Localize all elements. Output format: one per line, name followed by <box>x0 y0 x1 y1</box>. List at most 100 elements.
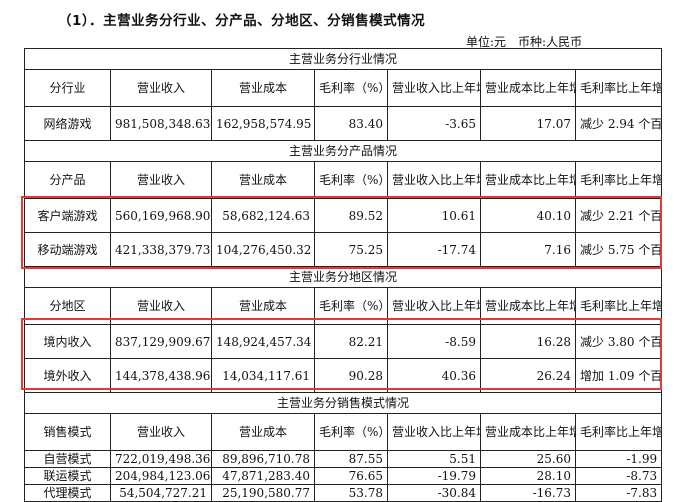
cell-cost: 162,958,574.95 <box>211 106 315 141</box>
table-row: 境内收入 837,129,909.67 148,924,457.34 82.21 -8.… <box>24 324 663 359</box>
cell-margin-change: 减少 2.94 个百分点 <box>574 106 663 141</box>
cell-revenue: 421,338,379.73 <box>110 232 212 267</box>
dimension-header: 分行业 <box>24 69 111 107</box>
cell-margin-change: 减少 2.21 个百分点 <box>574 198 663 233</box>
dimension-header: 分产品 <box>24 161 111 199</box>
column-header-row: 分地区营业收入营业成本毛利率（%）营业收入比上年增减（%）营业成本比上年增减（%… <box>24 287 663 325</box>
cell-cost: 14,034,117.61 <box>211 358 315 393</box>
cell-cost-change: 25.60 <box>480 450 576 468</box>
column-header: 毛利率（%） <box>314 161 388 199</box>
column-header: 营业成本 <box>211 413 315 451</box>
table-row: 网络游戏 981,508,348.63 162,958,574.95 83.40 -3.… <box>24 106 663 141</box>
table-row: 自营模式 722,019,498.36 89,896,710.78 87.55 5.51… <box>24 450 663 468</box>
section-heading: （1）．主营业务分行业、分产品、分地区、分销售模式情况 <box>58 13 426 29</box>
table-row: 移动端游戏 421,338,379.73 104,276,450.32 75.25 -1… <box>24 232 663 267</box>
cell-margin: 76.65 <box>314 467 388 485</box>
cell-margin: 53.78 <box>314 484 388 502</box>
section-title: 主营业务分行业情况 <box>23 48 663 70</box>
column-header: 营业收入 <box>110 287 212 325</box>
column-header: 营业成本比上年增减（%） <box>480 287 576 325</box>
dimension-header: 销售模式 <box>24 413 111 451</box>
cell-cost-change: 28.10 <box>480 467 576 485</box>
cell-margin: 83.40 <box>314 106 388 141</box>
column-header-row: 分产品营业收入营业成本毛利率（%）营业收入比上年增减（%）营业成本比上年增减（%… <box>24 161 663 199</box>
cell-cost: 58,682,124.63 <box>211 198 315 233</box>
row-label: 自营模式 <box>24 450 111 468</box>
section-title-row: 主营业务分产品情况 <box>23 140 663 162</box>
cell-cost-change: 26.24 <box>480 358 576 393</box>
segment-table: 主营业务分行业情况分行业营业收入营业成本毛利率（%）营业收入比上年增减（%）营业… <box>23 48 663 502</box>
cell-margin-change: -8.73 <box>574 467 663 485</box>
cell-margin: 89.52 <box>314 198 388 233</box>
cell-margin-change: -1.99 <box>574 450 663 468</box>
column-header: 营业收入比上年增减（%） <box>387 413 481 451</box>
dimension-header: 分地区 <box>24 287 111 325</box>
column-header: 营业收入比上年增减（%） <box>387 287 481 325</box>
column-header: 毛利率（%） <box>314 69 388 107</box>
cell-cost: 148,924,457.34 <box>211 324 315 359</box>
section-title: 主营业务分产品情况 <box>23 140 663 162</box>
column-header-row: 分行业营业收入营业成本毛利率（%）营业收入比上年增减（%）营业成本比上年增减（%… <box>24 69 663 107</box>
cell-margin: 87.55 <box>314 450 388 468</box>
row-label: 代理模式 <box>24 484 111 502</box>
cell-rev-change: -3.65 <box>387 106 481 141</box>
cell-margin-change: -7.83 <box>574 484 663 502</box>
cell-cost: 25,190,580.77 <box>211 484 315 502</box>
column-header: 营业收入 <box>110 413 212 451</box>
cell-rev-change: 10.61 <box>387 198 481 233</box>
cell-margin: 75.25 <box>314 232 388 267</box>
cell-revenue: 204,984,123.06 <box>110 467 212 485</box>
column-header: 营业收入 <box>110 69 212 107</box>
table-row: 客户端游戏 560,169,968.90 58,682,124.63 89.52 10.… <box>24 198 663 233</box>
column-header: 营业成本 <box>211 161 315 199</box>
section-title-row: 主营业务分地区情况 <box>23 266 663 288</box>
column-header: 营业成本 <box>211 69 315 107</box>
cell-cost-change: 16.28 <box>480 324 576 359</box>
cell-rev-change: -30.84 <box>387 484 481 502</box>
column-header: 毛利率比上年增减（%） <box>574 413 663 451</box>
cell-revenue: 837,129,909.67 <box>110 324 212 359</box>
cell-margin-change: 减少 5.75 个百分点 <box>574 232 663 267</box>
cell-revenue: 981,508,348.63 <box>110 106 212 141</box>
column-header: 营业收入比上年增减（%） <box>387 69 481 107</box>
cell-cost: 104,276,450.32 <box>211 232 315 267</box>
cell-revenue: 144,378,438.96 <box>110 358 212 393</box>
cell-revenue: 560,169,968.90 <box>110 198 212 233</box>
cell-margin: 90.28 <box>314 358 388 393</box>
cell-revenue: 722,019,498.36 <box>110 450 212 468</box>
cell-cost-change: -16.73 <box>480 484 576 502</box>
cell-rev-change: -8.59 <box>387 324 481 359</box>
column-header: 营业收入比上年增减（%） <box>387 161 481 199</box>
column-header: 营业成本比上年增减（%） <box>480 161 576 199</box>
table-row: 境外收入 144,378,438.96 14,034,117.61 90.28 40.3… <box>24 358 663 393</box>
column-header: 毛利率比上年增减（%） <box>574 69 663 107</box>
cell-rev-change: 5.51 <box>387 450 481 468</box>
column-header: 毛利率比上年增减（%） <box>574 287 663 325</box>
row-label: 网络游戏 <box>24 106 111 141</box>
section-title-row: 主营业务分销售模式情况 <box>23 392 663 414</box>
cell-margin-change: 减少 3.80 个百分点 <box>574 324 663 359</box>
cell-margin: 82.21 <box>314 324 388 359</box>
cell-cost-change: 40.10 <box>480 198 576 233</box>
section-title-row: 主营业务分行业情况 <box>23 48 663 70</box>
row-label: 联运模式 <box>24 467 111 485</box>
row-label: 境外收入 <box>24 358 111 393</box>
cell-margin-change: 增加 1.09 个百分点 <box>574 358 663 393</box>
column-header: 营业收入 <box>110 161 212 199</box>
column-header: 营业成本比上年增减（%） <box>480 69 576 107</box>
column-header-row: 销售模式营业收入营业成本毛利率（%）营业收入比上年增减（%）营业成本比上年增减（… <box>24 413 663 451</box>
unit-note: 单位:元 币种:人民币 <box>466 35 583 49</box>
row-label: 境内收入 <box>24 324 111 359</box>
cell-cost-change: 17.07 <box>480 106 576 141</box>
cell-rev-change: 40.36 <box>387 358 481 393</box>
row-label: 客户端游戏 <box>24 198 111 233</box>
cell-cost-change: 7.16 <box>480 232 576 267</box>
cell-revenue: 54,504,727.21 <box>110 484 212 502</box>
row-label: 移动端游戏 <box>24 232 111 267</box>
section-title: 主营业务分地区情况 <box>23 266 663 288</box>
cell-cost: 47,871,283.40 <box>211 467 315 485</box>
column-header: 营业成本比上年增减（%） <box>480 413 576 451</box>
column-header: 毛利率比上年增减（%） <box>574 161 663 199</box>
column-header: 毛利率（%） <box>314 287 388 325</box>
cell-rev-change: -19.79 <box>387 467 481 485</box>
